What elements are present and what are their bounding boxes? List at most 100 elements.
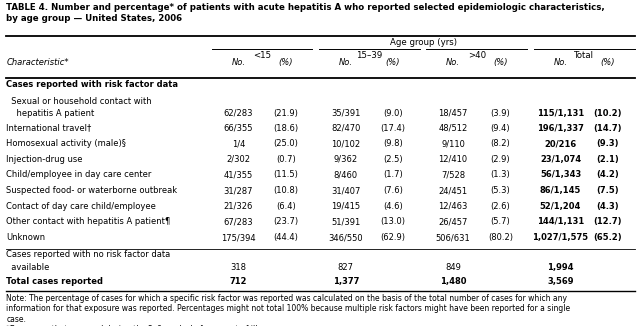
Text: 1,480: 1,480 — [440, 277, 467, 286]
Text: (5.7): (5.7) — [490, 217, 510, 227]
Text: (25.0): (25.0) — [273, 139, 298, 148]
Text: Other contact with hepatitis A patient¶: Other contact with hepatitis A patient¶ — [6, 217, 171, 227]
Text: No.: No. — [553, 58, 567, 67]
Text: (7.6): (7.6) — [383, 186, 403, 195]
Text: 849: 849 — [445, 263, 461, 272]
Text: 196/1,337: 196/1,337 — [537, 124, 584, 133]
Text: 23/1,074: 23/1,074 — [540, 155, 581, 164]
Text: (4.3): (4.3) — [596, 202, 619, 211]
Text: (21.9): (21.9) — [273, 109, 298, 118]
Text: (2.6): (2.6) — [490, 202, 510, 211]
Text: (%): (%) — [601, 58, 615, 67]
Text: 144/1,131: 144/1,131 — [537, 217, 584, 227]
Text: 12/410: 12/410 — [438, 155, 468, 164]
Text: (9.3): (9.3) — [597, 139, 619, 148]
Text: 712: 712 — [229, 277, 247, 286]
Text: (8.2): (8.2) — [490, 139, 510, 148]
Text: (3.9): (3.9) — [490, 109, 510, 118]
Text: (%): (%) — [386, 58, 400, 67]
Text: (13.0): (13.0) — [381, 217, 406, 227]
Text: (9.4): (9.4) — [490, 124, 510, 133]
Text: Age group (yrs): Age group (yrs) — [390, 38, 456, 47]
Text: 318: 318 — [230, 263, 246, 272]
Text: 82/470: 82/470 — [331, 124, 360, 133]
Text: (1.7): (1.7) — [383, 170, 403, 180]
Text: Contact of day care child/employee: Contact of day care child/employee — [6, 202, 156, 211]
Text: 1,994: 1,994 — [547, 263, 574, 272]
Text: 56/1,343: 56/1,343 — [540, 170, 581, 180]
Text: (10.8): (10.8) — [273, 186, 298, 195]
Text: hepatitis A patient: hepatitis A patient — [6, 109, 95, 118]
Text: 31/407: 31/407 — [331, 186, 360, 195]
Text: Characteristic*: Characteristic* — [6, 58, 69, 67]
Text: (11.5): (11.5) — [273, 170, 298, 180]
Text: Total cases reported: Total cases reported — [6, 277, 103, 286]
Text: (62.9): (62.9) — [381, 233, 406, 242]
Text: (%): (%) — [493, 58, 508, 67]
Text: 52/1,204: 52/1,204 — [540, 202, 581, 211]
Text: Sexual or household contact with: Sexual or household contact with — [6, 97, 152, 106]
Text: (23.7): (23.7) — [273, 217, 298, 227]
Text: 15–39: 15–39 — [356, 51, 383, 60]
Text: 7/528: 7/528 — [441, 170, 465, 180]
Text: (65.2): (65.2) — [594, 233, 622, 242]
Text: 35/391: 35/391 — [331, 109, 360, 118]
Text: No.: No. — [338, 58, 353, 67]
Text: 19/415: 19/415 — [331, 202, 360, 211]
Text: 2/302: 2/302 — [226, 155, 251, 164]
Text: Child/employee in day care center: Child/employee in day care center — [6, 170, 152, 180]
Text: 18/457: 18/457 — [438, 109, 468, 118]
Text: 3,569: 3,569 — [547, 277, 574, 286]
Text: (2.1): (2.1) — [596, 155, 619, 164]
Text: 9/110: 9/110 — [441, 139, 465, 148]
Text: 9/362: 9/362 — [334, 155, 358, 164]
Text: Homosexual activity (male)§: Homosexual activity (male)§ — [6, 139, 126, 148]
Text: Injection-drug use: Injection-drug use — [6, 155, 83, 164]
Text: 48/512: 48/512 — [438, 124, 468, 133]
Text: 827: 827 — [338, 263, 354, 272]
Text: >40: >40 — [468, 51, 486, 60]
Text: <15: <15 — [253, 51, 271, 60]
Text: (80.2): (80.2) — [488, 233, 513, 242]
Text: Cases reported with risk factor data: Cases reported with risk factor data — [6, 80, 178, 89]
Text: 175/394: 175/394 — [221, 233, 256, 242]
Text: (0.7): (0.7) — [276, 155, 296, 164]
Text: 86/1,145: 86/1,145 — [540, 186, 581, 195]
Text: 1,027/1,575: 1,027/1,575 — [533, 233, 588, 242]
Text: (6.4): (6.4) — [276, 202, 296, 211]
Text: 8/460: 8/460 — [334, 170, 358, 180]
Text: No.: No. — [446, 58, 460, 67]
Text: (17.4): (17.4) — [381, 124, 406, 133]
Text: Cases reported with no risk factor data: Cases reported with no risk factor data — [6, 250, 171, 259]
Text: No.: No. — [231, 58, 246, 67]
Text: (9.0): (9.0) — [383, 109, 403, 118]
Text: (2.5): (2.5) — [383, 155, 403, 164]
Text: Suspected food- or waterborne outbreak: Suspected food- or waterborne outbreak — [6, 186, 178, 195]
Text: Total: Total — [574, 51, 594, 60]
Text: (7.5): (7.5) — [596, 186, 619, 195]
Text: 66/355: 66/355 — [224, 124, 253, 133]
Text: TABLE 4. Number and percentage* of patients with acute hepatitis A who reported : TABLE 4. Number and percentage* of patie… — [6, 3, 605, 23]
Text: Unknown: Unknown — [6, 233, 46, 242]
Text: 31/287: 31/287 — [224, 186, 253, 195]
Text: International travel†: International travel† — [6, 124, 92, 133]
Text: (%): (%) — [278, 58, 293, 67]
Text: (12.7): (12.7) — [594, 217, 622, 227]
Text: 62/283: 62/283 — [224, 109, 253, 118]
Text: 346/550: 346/550 — [328, 233, 363, 242]
Text: (10.2): (10.2) — [594, 109, 622, 118]
Text: (9.8): (9.8) — [383, 139, 403, 148]
Text: Note: The percentage of cases for which a specific risk factor was reported was : Note: The percentage of cases for which … — [6, 294, 578, 326]
Text: 41/355: 41/355 — [224, 170, 253, 180]
Text: 21/326: 21/326 — [224, 202, 253, 211]
Text: (44.4): (44.4) — [273, 233, 298, 242]
Text: (1.3): (1.3) — [490, 170, 510, 180]
Text: (2.9): (2.9) — [490, 155, 510, 164]
Text: (5.3): (5.3) — [490, 186, 510, 195]
Text: (14.7): (14.7) — [594, 124, 622, 133]
Text: 67/283: 67/283 — [224, 217, 253, 227]
Text: 115/1,131: 115/1,131 — [537, 109, 584, 118]
Text: (18.6): (18.6) — [273, 124, 298, 133]
Text: 26/457: 26/457 — [438, 217, 468, 227]
Text: 1/4: 1/4 — [231, 139, 245, 148]
